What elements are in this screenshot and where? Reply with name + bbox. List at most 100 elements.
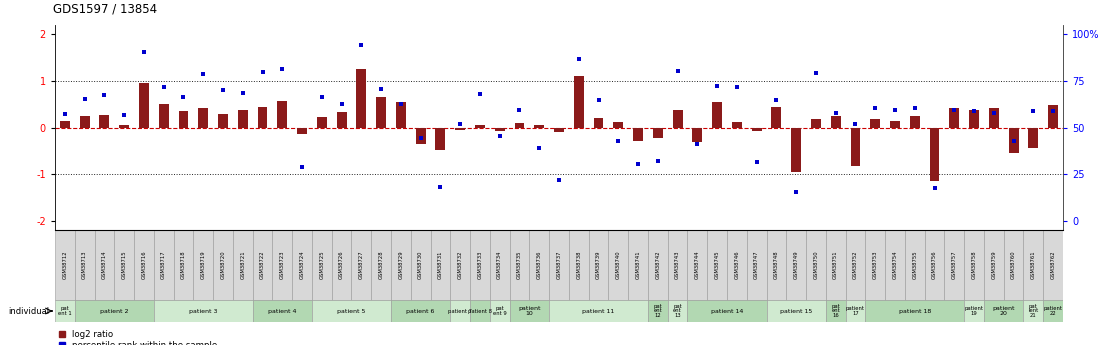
Text: GSM38722: GSM38722 bbox=[260, 251, 265, 279]
Bar bbox=[826, 300, 845, 322]
Bar bbox=[277, 101, 287, 128]
Point bbox=[846, 121, 864, 127]
Bar bbox=[455, 128, 465, 130]
Bar bbox=[154, 300, 253, 322]
Bar bbox=[831, 116, 841, 128]
Bar bbox=[865, 300, 964, 322]
Bar bbox=[114, 230, 134, 300]
Bar bbox=[510, 300, 549, 322]
Text: GSM38750: GSM38750 bbox=[814, 251, 818, 279]
Bar bbox=[751, 128, 761, 131]
Point bbox=[926, 185, 944, 191]
Text: GSM38724: GSM38724 bbox=[300, 251, 304, 279]
Point bbox=[254, 69, 272, 75]
Point bbox=[985, 110, 1003, 115]
Text: GSM38718: GSM38718 bbox=[181, 251, 186, 279]
Text: GSM38714: GSM38714 bbox=[102, 251, 107, 279]
Point bbox=[965, 108, 983, 114]
Bar bbox=[120, 125, 129, 128]
Text: pat
ent 1: pat ent 1 bbox=[58, 306, 72, 316]
Text: GSM38742: GSM38742 bbox=[655, 251, 661, 279]
Bar bbox=[534, 125, 544, 128]
Text: patient 15: patient 15 bbox=[780, 308, 813, 314]
Text: GSM38751: GSM38751 bbox=[833, 251, 838, 279]
Text: GSM38712: GSM38712 bbox=[63, 251, 67, 279]
Bar bbox=[100, 115, 110, 128]
Bar bbox=[589, 230, 608, 300]
Text: patient 8: patient 8 bbox=[468, 308, 492, 314]
Bar bbox=[238, 110, 248, 128]
Bar bbox=[253, 230, 273, 300]
Text: pat
ent
12: pat ent 12 bbox=[653, 304, 662, 318]
Bar bbox=[312, 230, 332, 300]
Text: GSM38758: GSM38758 bbox=[972, 251, 976, 279]
Bar bbox=[529, 230, 549, 300]
Point bbox=[234, 90, 252, 95]
Bar bbox=[198, 108, 208, 128]
Bar bbox=[173, 230, 193, 300]
Bar bbox=[416, 128, 426, 144]
Point bbox=[866, 105, 884, 111]
Point bbox=[214, 88, 231, 93]
Text: GSM38719: GSM38719 bbox=[201, 251, 206, 279]
Bar bbox=[451, 300, 470, 322]
Bar bbox=[253, 300, 312, 322]
Bar bbox=[608, 230, 628, 300]
Bar bbox=[964, 230, 984, 300]
Bar bbox=[371, 230, 391, 300]
Point bbox=[1005, 138, 1023, 143]
Point bbox=[906, 105, 923, 111]
Bar bbox=[767, 300, 826, 322]
Bar bbox=[727, 230, 747, 300]
Point bbox=[748, 160, 766, 165]
Bar bbox=[75, 230, 95, 300]
Text: GSM38725: GSM38725 bbox=[320, 251, 324, 279]
Bar bbox=[885, 230, 904, 300]
Text: GSM38721: GSM38721 bbox=[240, 251, 245, 279]
Point bbox=[293, 164, 311, 170]
Text: GSM38728: GSM38728 bbox=[379, 251, 383, 279]
Point bbox=[589, 97, 607, 102]
Bar bbox=[154, 230, 173, 300]
Text: patient
19: patient 19 bbox=[965, 306, 984, 316]
Bar bbox=[316, 117, 326, 128]
Bar bbox=[851, 128, 861, 166]
Point bbox=[135, 49, 153, 55]
Bar bbox=[989, 108, 998, 128]
Point bbox=[195, 71, 212, 77]
Bar bbox=[55, 300, 75, 322]
Point bbox=[728, 84, 746, 89]
Text: patient
17: patient 17 bbox=[846, 306, 865, 316]
Point bbox=[669, 68, 686, 73]
Point bbox=[115, 112, 133, 118]
Bar bbox=[925, 230, 945, 300]
Text: patient 7: patient 7 bbox=[448, 308, 472, 314]
Point bbox=[767, 98, 785, 103]
Point bbox=[411, 135, 429, 140]
Text: GSM38749: GSM38749 bbox=[794, 251, 798, 279]
Text: patient
22: patient 22 bbox=[1043, 306, 1062, 316]
Point bbox=[352, 42, 370, 47]
Point bbox=[689, 141, 707, 147]
Text: patient 4: patient 4 bbox=[268, 308, 296, 314]
Bar bbox=[549, 300, 648, 322]
Bar bbox=[475, 125, 485, 128]
Text: GSM38716: GSM38716 bbox=[142, 251, 146, 279]
Bar bbox=[79, 116, 89, 128]
Bar bbox=[574, 76, 584, 128]
Bar bbox=[826, 230, 845, 300]
Bar bbox=[910, 116, 920, 128]
Bar bbox=[495, 128, 504, 131]
Bar bbox=[633, 128, 643, 141]
Point bbox=[787, 189, 805, 195]
Bar bbox=[904, 230, 925, 300]
Text: individual: individual bbox=[8, 306, 49, 315]
Bar bbox=[510, 230, 529, 300]
Text: GSM38713: GSM38713 bbox=[82, 251, 87, 279]
Bar bbox=[312, 300, 391, 322]
Text: GSM38740: GSM38740 bbox=[616, 251, 620, 279]
Point bbox=[471, 91, 489, 97]
Text: patient 18: patient 18 bbox=[899, 308, 931, 314]
Bar bbox=[332, 230, 351, 300]
Text: patient 11: patient 11 bbox=[582, 308, 615, 314]
